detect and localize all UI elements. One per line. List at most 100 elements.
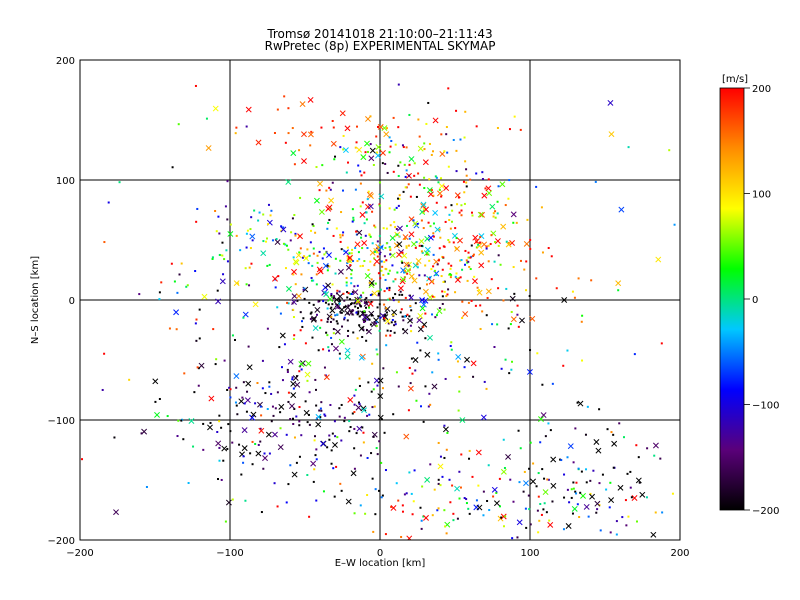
data-point [462,180,465,183]
data-point [428,259,431,262]
data-point-x-marker [329,307,336,314]
data-point [459,276,462,279]
data-point-x-marker [301,131,307,138]
data-point [273,131,276,134]
data-point [101,388,104,391]
data-point [226,218,229,221]
data-point [355,311,358,314]
data-point [438,228,441,231]
data-point [490,278,493,281]
data-point [351,291,354,294]
data-point [512,266,515,269]
data-point-x-marker [292,375,299,381]
data-point [402,190,405,193]
data-point [437,259,440,262]
data-point-x-marker [364,140,370,147]
data-point-x-marker [529,315,536,322]
data-point-x-marker [454,485,461,492]
data-point-x-marker [390,505,397,511]
data-point [103,241,106,244]
data-point [176,291,179,294]
data-point [441,475,444,478]
data-point [345,276,348,279]
data-point [311,264,314,267]
data-point-x-marker [418,238,425,245]
data-point [497,244,500,247]
data-point [326,334,329,337]
data-point [341,234,344,237]
data-point [625,524,628,527]
data-point [448,241,451,244]
data-point [539,502,542,505]
data-point [523,268,526,271]
data-point [283,343,286,346]
data-point [291,378,294,381]
data-point [449,345,452,348]
data-point [197,384,200,387]
data-point-x-marker [542,489,549,496]
data-point-x-marker [227,231,234,237]
data-point [291,376,294,379]
data-point [312,279,315,282]
data-point [379,277,382,280]
data-point [332,126,335,129]
data-point [459,138,462,141]
data-point-x-marker [408,231,415,238]
data-point [404,296,407,299]
data-point [405,186,408,189]
data-point [418,274,421,277]
data-point [355,125,358,128]
data-point [443,456,446,459]
data-point [455,170,458,173]
data-point [311,223,314,226]
data-point [389,253,392,256]
data-point [363,311,366,314]
data-point [214,209,217,212]
data-point [508,372,511,375]
data-point [352,260,355,263]
data-point [366,456,369,459]
data-point [371,362,374,365]
data-point [380,269,383,272]
data-point [581,314,584,317]
data-point-x-marker [332,442,338,448]
data-point [375,324,378,327]
data-point [405,224,408,227]
data-point [396,233,399,236]
data-point [286,368,289,371]
data-point [445,532,448,535]
data-point [668,149,671,152]
data-point [376,151,379,154]
data-point [454,275,457,278]
data-point [456,517,459,520]
data-point-x-marker [420,301,427,308]
data-point [576,503,579,506]
data-point [353,447,356,450]
data-point-x-marker [250,411,257,418]
data-point [365,296,368,299]
data-point [160,281,163,284]
data-point [350,252,353,255]
data-point [368,233,371,236]
data-point [388,151,391,154]
data-point [351,220,354,223]
data-point [435,176,438,179]
data-point-x-marker [356,425,363,432]
data-point [345,281,348,284]
data-point-x-marker [509,295,516,302]
data-point [377,294,380,297]
data-point-x-marker [113,509,119,516]
data-point [449,276,452,279]
data-point [378,253,381,256]
data-point [313,439,316,442]
data-point [536,509,539,512]
x-axis-label: E–W location [km] [335,558,426,569]
data-point [377,290,380,293]
data-point [280,225,283,228]
data-point-x-marker [313,197,320,204]
data-point [403,271,406,274]
data-point [476,286,479,289]
data-point [629,470,632,473]
data-point [360,174,363,177]
data-point [333,158,336,161]
